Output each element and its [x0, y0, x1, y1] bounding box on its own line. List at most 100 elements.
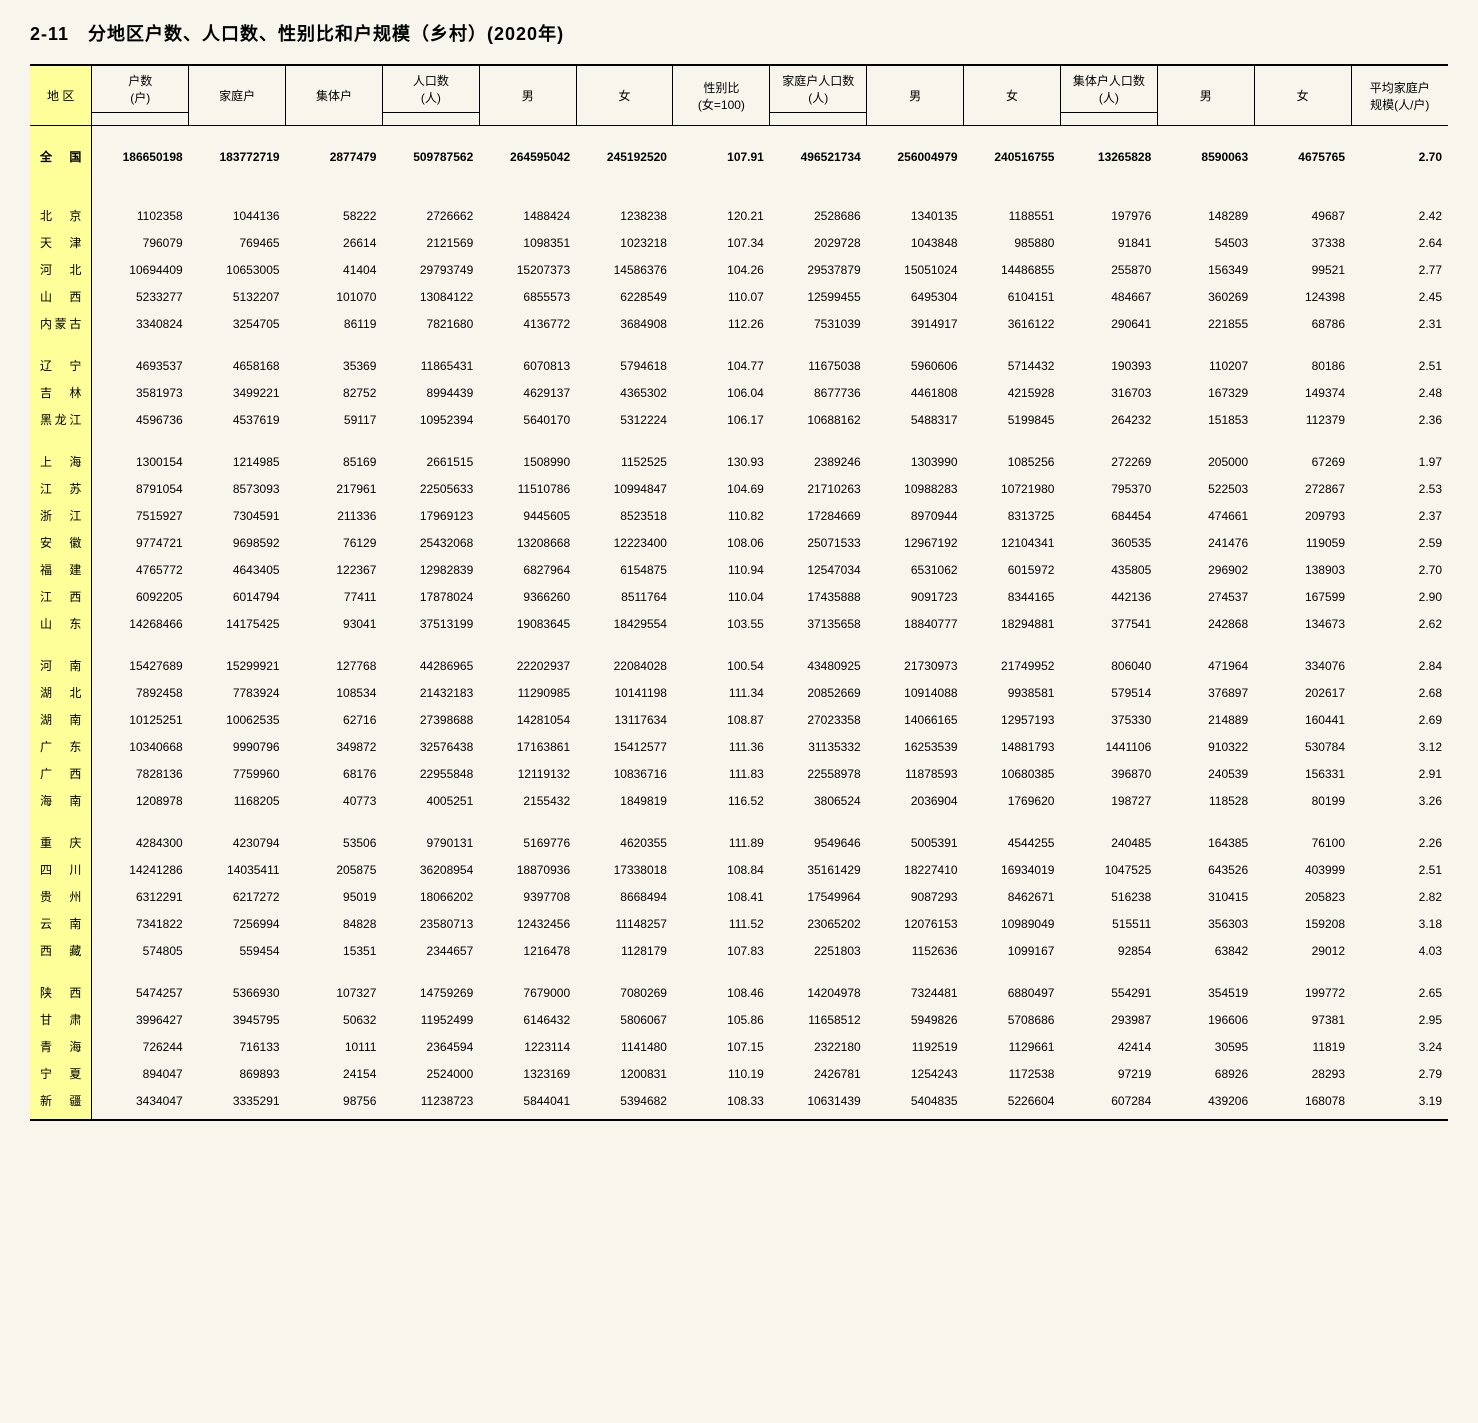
- data-cell: 5714432: [964, 337, 1061, 379]
- data-cell: 202617: [1254, 679, 1351, 706]
- data-cell: 14175425: [189, 610, 286, 637]
- data-cell: 6217272: [189, 883, 286, 910]
- data-cell: 9774721: [92, 529, 189, 556]
- data-cell: 11510786: [479, 475, 576, 502]
- data-cell: 14035411: [189, 856, 286, 883]
- data-cell: 240516755: [964, 126, 1061, 188]
- region-cell: 新 疆: [30, 1087, 92, 1120]
- data-cell: 2036904: [867, 787, 964, 814]
- data-cell: 12223400: [576, 529, 673, 556]
- data-cell: 10111: [286, 1033, 383, 1060]
- data-cell: 85169: [286, 433, 383, 475]
- data-cell: 1172538: [964, 1060, 1061, 1087]
- data-cell: 2.79: [1351, 1060, 1448, 1087]
- data-cell: 4693537: [92, 337, 189, 379]
- data-cell: 54503: [1157, 229, 1254, 256]
- data-cell: 22955848: [382, 760, 479, 787]
- data-cell: 4544255: [964, 814, 1061, 856]
- data-cell: 108.46: [673, 964, 770, 1006]
- data-cell: 4365302: [576, 379, 673, 406]
- data-cell: 6154875: [576, 556, 673, 583]
- data-cell: 12547034: [770, 556, 867, 583]
- data-cell: 11878593: [867, 760, 964, 787]
- data-cell: 12104341: [964, 529, 1061, 556]
- region-cell: 浙 江: [30, 502, 92, 529]
- data-cell: 1099167: [964, 937, 1061, 964]
- table-row: 新 疆3434047333529198756112387235844041539…: [30, 1087, 1448, 1120]
- region-cell: 山 东: [30, 610, 92, 637]
- data-cell: 910322: [1157, 733, 1254, 760]
- data-cell: 20852669: [770, 679, 867, 706]
- data-cell: 10125251: [92, 706, 189, 733]
- data-cell: 67269: [1254, 433, 1351, 475]
- data-cell: 643526: [1157, 856, 1254, 883]
- data-cell: 1238238: [576, 187, 673, 229]
- data-cell: 24154: [286, 1060, 383, 1087]
- data-cell: 37513199: [382, 610, 479, 637]
- data-cell: 1303990: [867, 433, 964, 475]
- data-cell: 21749952: [964, 637, 1061, 679]
- data-cell: 2364594: [382, 1033, 479, 1060]
- data-cell: 6495304: [867, 283, 964, 310]
- data-cell: 95019: [286, 883, 383, 910]
- data-cell: 530784: [1254, 733, 1351, 760]
- table-row: 海 南1208978116820540773400525121554321849…: [30, 787, 1448, 814]
- table-row: 陕 西5474257536693010732714759269767900070…: [30, 964, 1448, 1006]
- region-cell: 上 海: [30, 433, 92, 475]
- data-cell: 12982839: [382, 556, 479, 583]
- col-family-male: 男: [867, 65, 964, 126]
- region-cell: 河 北: [30, 256, 92, 283]
- data-cell: 27023358: [770, 706, 867, 733]
- data-cell: 354519: [1157, 964, 1254, 1006]
- data-cell: 894047: [92, 1060, 189, 1087]
- region-cell: 湖 北: [30, 679, 92, 706]
- data-cell: 13084122: [382, 283, 479, 310]
- region-cell: 内蒙古: [30, 310, 92, 337]
- data-cell: 107.91: [673, 126, 770, 188]
- data-cell: 6015972: [964, 556, 1061, 583]
- table-row: 广 西7828136775996068176229558481211913210…: [30, 760, 1448, 787]
- data-cell: 22558978: [770, 760, 867, 787]
- data-cell: 118528: [1157, 787, 1254, 814]
- data-cell: 6880497: [964, 964, 1061, 1006]
- col-family-pop-sub: [770, 113, 867, 126]
- data-cell: 1254243: [867, 1060, 964, 1087]
- data-cell: 205000: [1157, 433, 1254, 475]
- data-cell: 5312224: [576, 406, 673, 433]
- data-cell: 108534: [286, 679, 383, 706]
- table-row: 贵 州6312291621727295019180662029397708866…: [30, 883, 1448, 910]
- data-cell: 167329: [1157, 379, 1254, 406]
- data-cell: 4461808: [867, 379, 964, 406]
- data-cell: 9698592: [189, 529, 286, 556]
- table-header: 地 区 户数(户) 家庭户 集体户 人口数(人) 男 女 性别比(女=100) …: [30, 65, 1448, 126]
- data-cell: 111.89: [673, 814, 770, 856]
- region-cell: 云 南: [30, 910, 92, 937]
- data-cell: 209793: [1254, 502, 1351, 529]
- data-cell: 3.24: [1351, 1033, 1448, 1060]
- data-cell: 8573093: [189, 475, 286, 502]
- data-cell: 3.18: [1351, 910, 1448, 937]
- data-cell: 4284300: [92, 814, 189, 856]
- data-cell: 5474257: [92, 964, 189, 1006]
- data-cell: 2344657: [382, 937, 479, 964]
- data-cell: 5169776: [479, 814, 576, 856]
- data-cell: 17969123: [382, 502, 479, 529]
- data-cell: 6855573: [479, 283, 576, 310]
- data-cell: 1.97: [1351, 433, 1448, 475]
- data-cell: 2.36: [1351, 406, 1448, 433]
- data-cell: 86119: [286, 310, 383, 337]
- data-cell: 198727: [1060, 787, 1157, 814]
- region-cell: 重 庆: [30, 814, 92, 856]
- col-collective-pop-sub: [1060, 113, 1157, 126]
- data-cell: 574805: [92, 937, 189, 964]
- data-cell: 18870936: [479, 856, 576, 883]
- data-cell: 14881793: [964, 733, 1061, 760]
- data-cell: 1098351: [479, 229, 576, 256]
- data-cell: 2726662: [382, 187, 479, 229]
- col-households-sub: [92, 113, 189, 126]
- data-cell: 2.64: [1351, 229, 1448, 256]
- data-cell: 2121569: [382, 229, 479, 256]
- data-cell: 104.77: [673, 337, 770, 379]
- data-cell: 1223114: [479, 1033, 576, 1060]
- data-cell: 496521734: [770, 126, 867, 188]
